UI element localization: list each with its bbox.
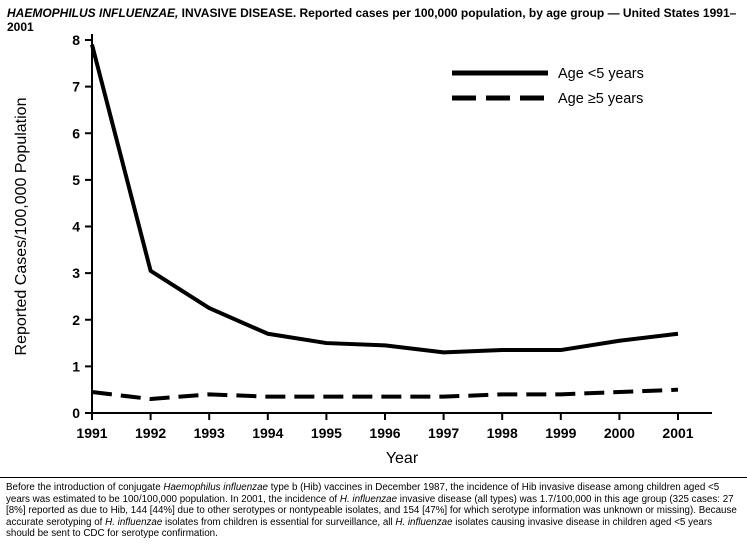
y-tick-label: 2 bbox=[72, 312, 80, 328]
y-tick-label: 3 bbox=[72, 265, 80, 281]
x-axis-title: Year bbox=[386, 450, 419, 467]
y-tick-label: 8 bbox=[72, 32, 80, 48]
y-tick-label: 4 bbox=[72, 219, 80, 235]
y-axis-title: Reported Cases/100,000 Population bbox=[13, 98, 30, 356]
x-tick-label: 1994 bbox=[252, 425, 283, 441]
italic-text-segment: H. influenzae bbox=[395, 516, 453, 528]
x-tick-label: 1999 bbox=[545, 425, 576, 441]
figure-title: HAEMOPHILUS INFLUENZAE, INVASIVE DISEASE… bbox=[7, 6, 743, 34]
x-tick-label: 1993 bbox=[194, 425, 225, 441]
text-segment: isolates from children is essential for … bbox=[162, 516, 396, 528]
y-tick-label: 0 bbox=[72, 405, 80, 421]
footnote-divider bbox=[0, 477, 747, 478]
y-tick-label: 1 bbox=[72, 358, 80, 374]
legend-label: Age <5 years bbox=[558, 66, 644, 82]
line-chart: 0 1 2 3 4 5 6 7 8 1991 1992 1993 1994 1995 1996 1997 199… bbox=[13, 32, 712, 467]
x-tick-label: 1995 bbox=[311, 425, 342, 441]
text-segment: Before the introduction of conjugate bbox=[6, 482, 164, 493]
y-tick-label: 7 bbox=[72, 79, 80, 95]
x-tick-label: 1998 bbox=[487, 425, 518, 441]
x-tick-label: 1996 bbox=[369, 425, 400, 441]
italic-text-segment: H. influenzae bbox=[105, 516, 163, 528]
text-segment: invasive disease (all types) was 1.7/100… bbox=[6, 493, 737, 528]
x-tick-label: 1991 bbox=[76, 425, 107, 441]
text-segment: isolates causing invasive disease in chi… bbox=[6, 516, 713, 540]
italic-text-segment: H. influenzae bbox=[339, 493, 398, 505]
x-tick-label: 1997 bbox=[428, 425, 459, 441]
text-segment: type b (Hib) vaccines in December 1987, … bbox=[6, 482, 720, 505]
x-tick-label: 1992 bbox=[135, 425, 166, 441]
series-line-age-under-5 bbox=[90, 44, 679, 355]
x-tick-label: 2000 bbox=[604, 425, 635, 441]
legend-label: Age ≥5 years bbox=[558, 91, 643, 107]
x-tick-label: 2001 bbox=[662, 425, 693, 441]
italic-text-segment: Haemophilus influenzae bbox=[163, 482, 268, 493]
y-tick-label: 5 bbox=[72, 172, 80, 188]
series-line-age-5-and-over bbox=[91, 387, 679, 402]
text-segment: INVASIVE DISEASE. Reported cases per 100… bbox=[7, 6, 737, 34]
footnote-text: Before the introduction of conjugate Hae… bbox=[6, 482, 743, 540]
y-tick-label: 6 bbox=[72, 125, 80, 141]
italic-text-segment: HAEMOPHILUS INFLUENZAE, bbox=[7, 6, 179, 20]
